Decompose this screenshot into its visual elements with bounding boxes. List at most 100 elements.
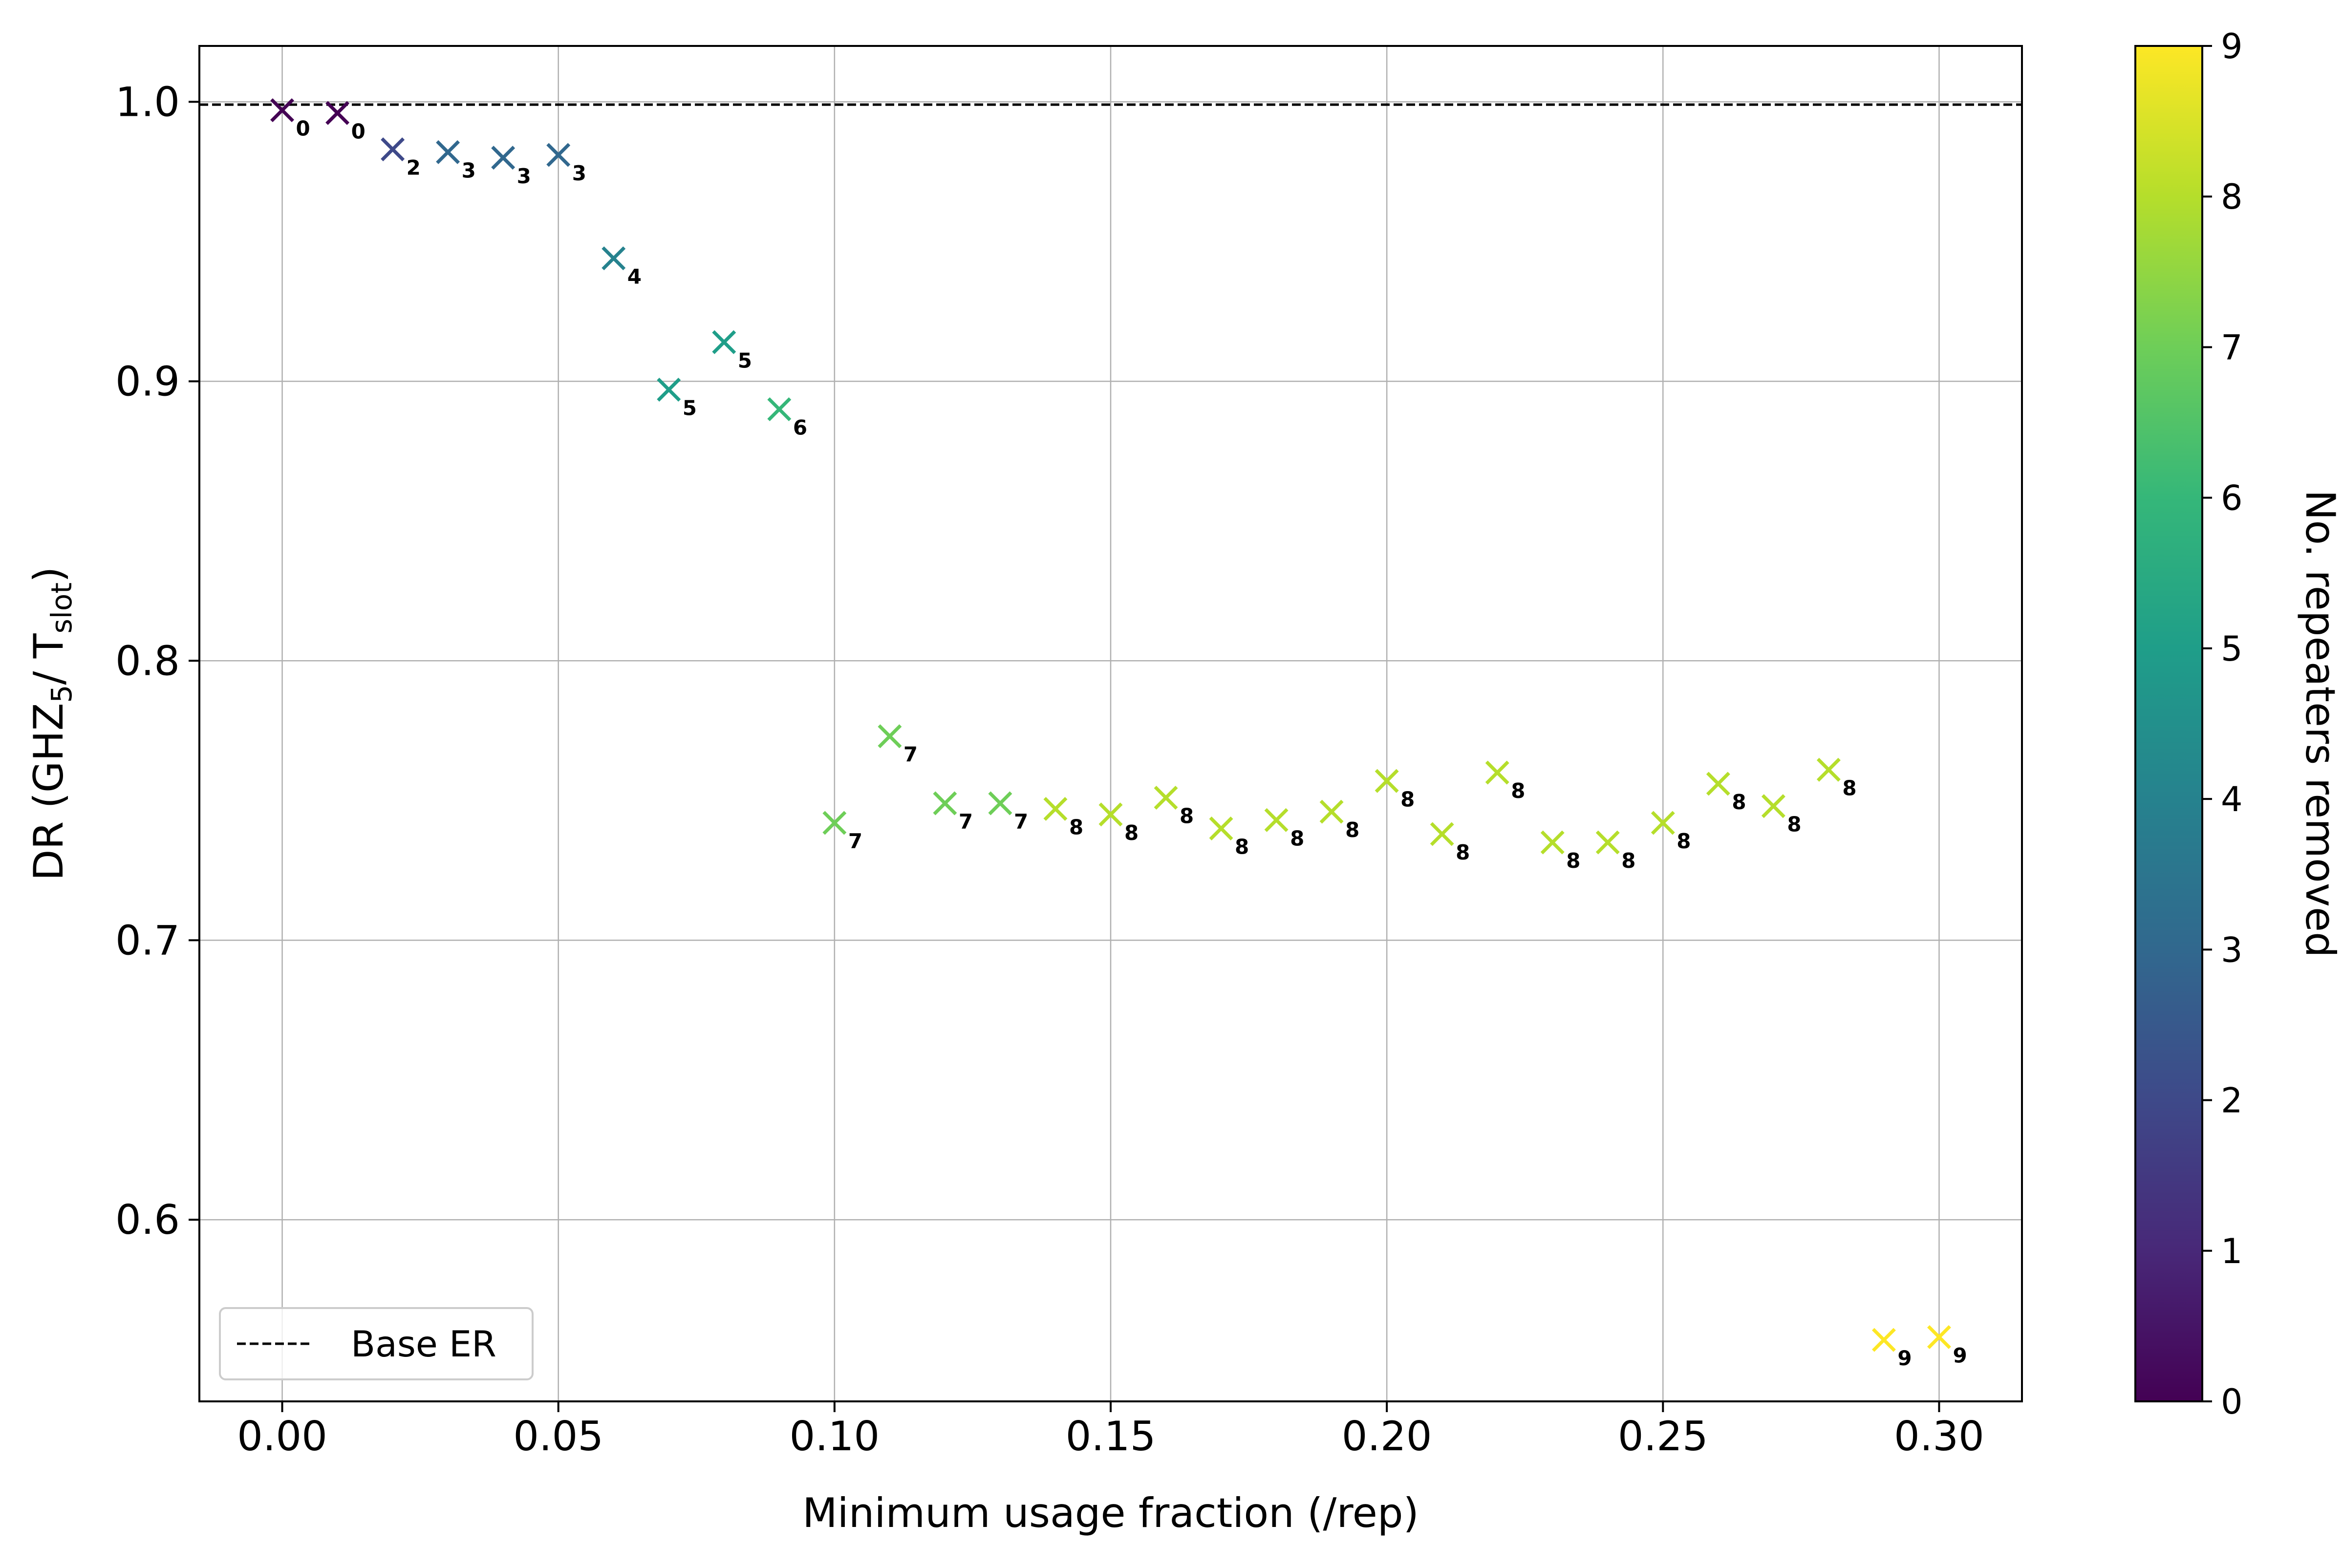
point-label: 3 bbox=[517, 164, 531, 188]
x-marker bbox=[657, 378, 681, 402]
x-marker bbox=[1816, 757, 1841, 782]
x-marker bbox=[822, 811, 847, 835]
x-marker bbox=[1098, 802, 1123, 827]
colorbar-tick-label: 7 bbox=[2221, 327, 2243, 367]
y-tick-label: 0.8 bbox=[115, 637, 180, 685]
x-tick-label: 0.25 bbox=[1618, 1413, 1708, 1460]
data-point: 0 bbox=[270, 98, 310, 141]
point-label: 8 bbox=[1732, 790, 1746, 814]
x-marker bbox=[878, 724, 902, 749]
x-marker bbox=[988, 791, 1012, 816]
data-point: 8 bbox=[1540, 830, 1580, 873]
point-label: 0 bbox=[296, 117, 310, 141]
data-point: 8 bbox=[1430, 822, 1470, 864]
point-label: 3 bbox=[462, 158, 476, 182]
x-marker bbox=[491, 146, 516, 170]
x-tick-label: 0.00 bbox=[237, 1413, 327, 1460]
x-marker bbox=[1319, 799, 1344, 824]
x-tick-label: 0.05 bbox=[513, 1413, 603, 1460]
data-point: 8 bbox=[1319, 799, 1359, 842]
point-label: 7 bbox=[959, 810, 973, 834]
x-tick-label: 0.30 bbox=[1894, 1413, 1984, 1460]
x-marker bbox=[1871, 1328, 1896, 1352]
x-tick-label: 0.20 bbox=[1342, 1413, 1432, 1460]
point-label: 8 bbox=[1511, 779, 1525, 803]
data-point: 3 bbox=[491, 146, 531, 188]
point-label: 8 bbox=[1621, 849, 1635, 873]
x-tick-label: 0.15 bbox=[1066, 1413, 1156, 1460]
point-label: 8 bbox=[1345, 818, 1359, 842]
x-axis-label: Minimum usage fraction (/rep) bbox=[802, 1489, 1419, 1537]
data-point: 8 bbox=[1816, 757, 1857, 800]
x-marker bbox=[602, 246, 626, 271]
data-point: 2 bbox=[381, 137, 421, 180]
data-point: 6 bbox=[767, 397, 807, 440]
point-label: 8 bbox=[1400, 787, 1415, 811]
point-label: 8 bbox=[1124, 821, 1139, 845]
data-point: 8 bbox=[1761, 794, 1802, 837]
point-label: 8 bbox=[1787, 813, 1801, 837]
data-point: 9 bbox=[1871, 1328, 1912, 1370]
x-marker bbox=[1927, 1325, 1951, 1349]
data-point: 8 bbox=[1098, 802, 1139, 845]
data-points: 0 0 2 3 3 3 4 5 5 6 7 7 7 7 8 8 8 8 8 8 8 8 8 8 8 8 8 8 8 9 9 bbox=[270, 98, 1967, 1370]
data-point: 4 bbox=[602, 246, 642, 289]
point-label: 5 bbox=[738, 348, 752, 372]
colorbar-tick-label: 6 bbox=[2221, 478, 2243, 518]
data-point: 8 bbox=[1706, 772, 1746, 814]
grid bbox=[199, 46, 2022, 1401]
point-label: 3 bbox=[572, 161, 586, 185]
x-marker bbox=[1264, 808, 1289, 832]
data-point: 8 bbox=[1154, 786, 1194, 828]
point-label: 7 bbox=[903, 743, 918, 767]
x-marker bbox=[1154, 786, 1178, 810]
colorbar-tick-label: 0 bbox=[2221, 1382, 2243, 1422]
data-point: 5 bbox=[712, 330, 752, 372]
y-tick-label: 0.7 bbox=[115, 917, 180, 964]
point-label: 7 bbox=[1014, 810, 1028, 834]
colorbar-label: No. repeaters removed bbox=[2297, 490, 2343, 957]
x-marker bbox=[436, 140, 460, 164]
colorbar-tick-label: 1 bbox=[2221, 1231, 2243, 1271]
x-marker bbox=[1540, 830, 1565, 855]
point-label: 0 bbox=[351, 119, 365, 143]
y-tick-label: 0.9 bbox=[115, 358, 180, 405]
data-point: 8 bbox=[1375, 769, 1415, 811]
legend: Base ER bbox=[219, 1307, 534, 1380]
point-label: 8 bbox=[1456, 840, 1470, 864]
point-label: 8 bbox=[1235, 835, 1249, 859]
data-point: 8 bbox=[1209, 816, 1249, 859]
legend-box bbox=[219, 1307, 534, 1380]
x-marker bbox=[1761, 794, 1785, 818]
legend-label: Base ER bbox=[351, 1324, 496, 1365]
x-marker bbox=[1043, 796, 1068, 821]
x-marker bbox=[1595, 830, 1620, 855]
x-marker bbox=[1209, 816, 1233, 840]
x-marker bbox=[1651, 811, 1675, 835]
point-label: 8 bbox=[1566, 849, 1580, 873]
y-axis-ticks: 0.6 0.7 0.8 0.9 1.0 bbox=[115, 78, 199, 1244]
data-point: 0 bbox=[325, 101, 365, 143]
y-axis-label: DR (GHZ5/ Tslot) bbox=[25, 567, 78, 881]
point-label: 9 bbox=[1897, 1346, 1912, 1370]
point-label: 8 bbox=[1180, 804, 1194, 828]
x-marker bbox=[546, 143, 571, 167]
colorbar bbox=[2134, 45, 2203, 1402]
x-tick-label: 0.10 bbox=[789, 1413, 880, 1460]
x-marker bbox=[1375, 769, 1399, 793]
x-marker bbox=[325, 101, 350, 125]
data-point: 7 bbox=[933, 791, 973, 834]
colorbar-tick-label: 3 bbox=[2221, 930, 2243, 970]
colorbar-tick-label: 4 bbox=[2221, 779, 2243, 819]
point-label: 8 bbox=[1842, 776, 1856, 800]
colorbar-ticks: 0 1 2 3 4 5 6 7 8 9 bbox=[2202, 26, 2243, 1422]
point-label: 8 bbox=[1069, 815, 1083, 839]
data-point: 7 bbox=[822, 811, 862, 853]
x-marker bbox=[712, 330, 736, 354]
x-marker bbox=[933, 791, 957, 816]
data-point: 7 bbox=[988, 791, 1028, 834]
colorbar-tick-label: 9 bbox=[2221, 26, 2243, 66]
x-marker bbox=[1706, 772, 1730, 796]
colorbar-tick-label: 5 bbox=[2221, 629, 2243, 669]
